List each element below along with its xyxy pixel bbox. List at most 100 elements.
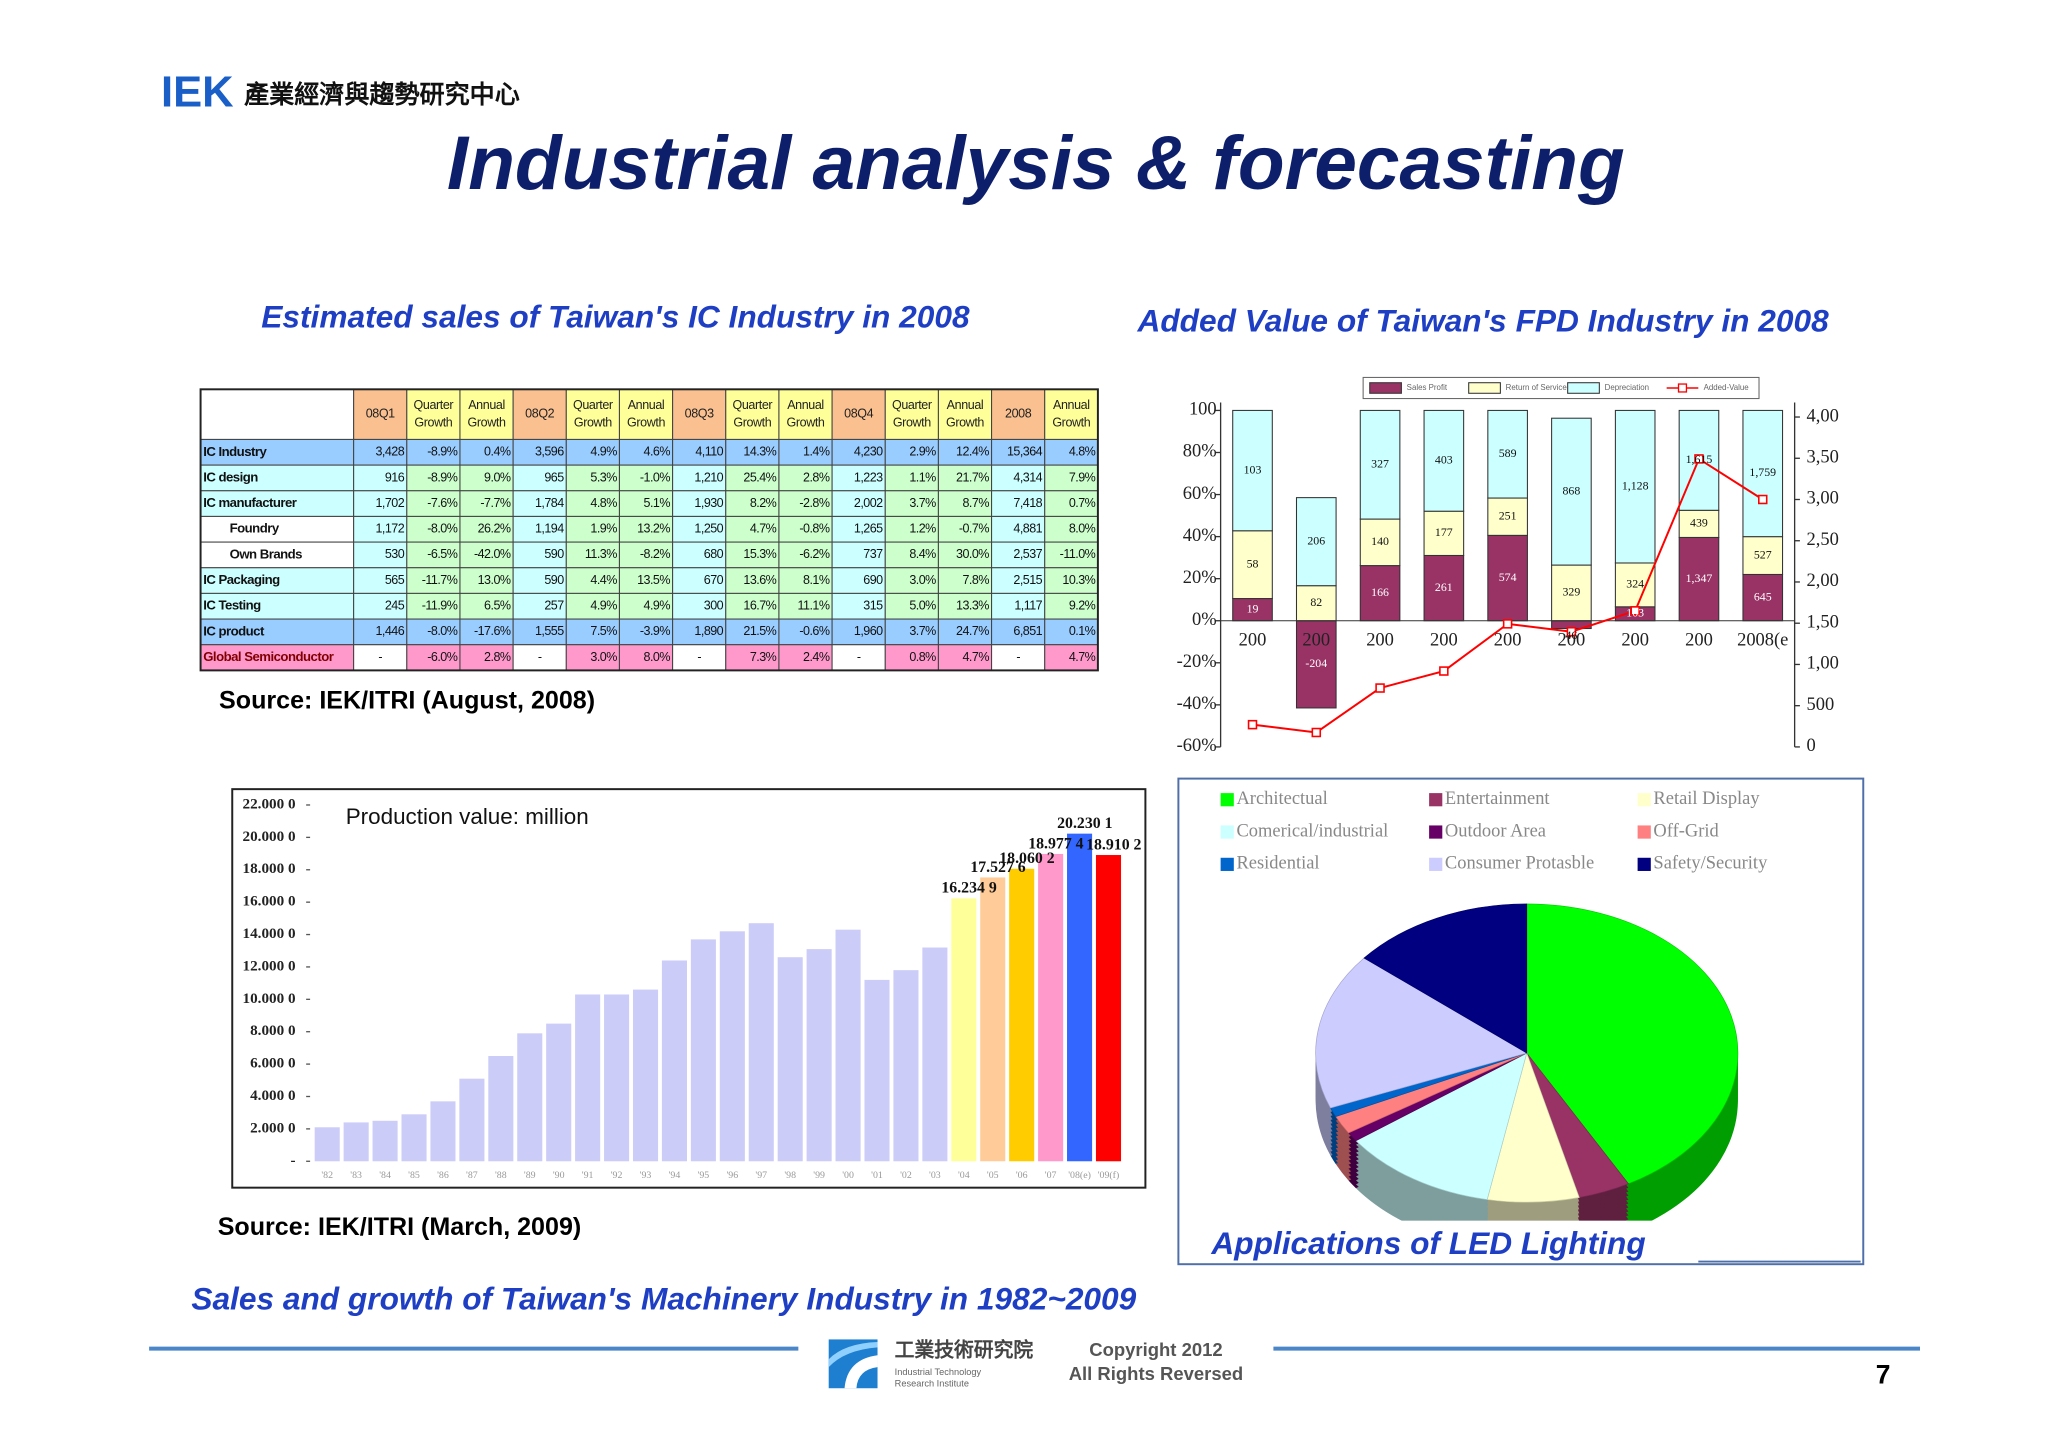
bar (864, 979, 890, 1162)
cell-text: 4.9% (644, 599, 671, 613)
header-text: Growth (946, 415, 984, 429)
cell-text: 8.4% (909, 547, 936, 561)
legend-swatch (1567, 382, 1600, 394)
table-cell (1044, 464, 1099, 492)
table-cell (565, 541, 620, 569)
bar (777, 957, 803, 1162)
cell-text: 1.4% (803, 445, 830, 459)
bar (575, 994, 601, 1162)
x-tick-label: '01 (871, 1170, 883, 1181)
table-cell (406, 592, 461, 620)
x-tick-label: '91 (582, 1170, 594, 1181)
header-text: Quarter (733, 398, 773, 412)
bar-segment (1678, 509, 1720, 538)
cell-text: -11.0% (1060, 547, 1096, 561)
bar (835, 929, 861, 1162)
cell-text: 315 (863, 599, 883, 613)
bar-segment (1487, 409, 1528, 499)
bar-value-label: 18.910 2 (1086, 836, 1141, 853)
cell-text: 3.0% (909, 573, 936, 587)
cell-text: 3,596 (535, 445, 564, 459)
bar-segment (1551, 564, 1592, 622)
cell-text: -6.5% (427, 547, 457, 561)
y-tick-label: - (291, 1152, 296, 1169)
x-tick-label: '99 (813, 1170, 825, 1181)
table-cell (353, 438, 408, 466)
legend-swatch (1429, 857, 1443, 871)
table-cell (406, 644, 461, 671)
bar-value-label: 645 (1754, 589, 1772, 603)
legend-label: Depreciation (1605, 383, 1649, 392)
bar-segment (1232, 409, 1273, 532)
legend-label: Outdoor Area (1445, 820, 1546, 840)
table-cell (512, 592, 567, 620)
line-marker (1694, 454, 1704, 464)
line-marker (1502, 619, 1513, 629)
bar-segment (1359, 518, 1401, 567)
table-cell (459, 618, 514, 646)
cell-text: 1,890 (694, 624, 723, 638)
copyright: Copyright 2012 (1089, 1339, 1222, 1360)
table-cell (618, 618, 674, 646)
bar (1095, 855, 1122, 1162)
cell-text: 9.0% (484, 470, 511, 484)
bar (893, 970, 919, 1162)
table-title: Estimated sales of Taiwan's IC Industry … (261, 299, 970, 335)
x-tick-label: '00 (842, 1170, 854, 1181)
bar-value-label: 1,347 (1686, 571, 1713, 585)
x-tick-label: 2008(e (1737, 630, 1788, 651)
legend-label: Consumer Protasble (1445, 853, 1594, 873)
machinery-title: Sales and growth of Taiwan's Machinery I… (191, 1281, 1136, 1317)
cell-text: 5.3% (590, 470, 617, 484)
bar-segment (1423, 554, 1465, 622)
cell-text: 590 (544, 547, 564, 561)
cell-text: - (538, 650, 542, 664)
cell-text: -8.9% (427, 445, 457, 459)
cell-text: 25.4% (743, 470, 776, 484)
y-tick-label: 100 (1189, 399, 1217, 419)
row-label: Foundry (230, 521, 280, 536)
table-cell (1044, 541, 1099, 569)
line-marker (1439, 666, 1449, 676)
bar-value-label: 17.527 6 (970, 859, 1025, 876)
legend-swatch (1369, 382, 1402, 394)
page-number: 7 (1876, 1359, 1891, 1389)
table-cell (459, 490, 514, 517)
cell-text: 4.6% (644, 445, 671, 459)
cell-text: -6.2% (799, 547, 829, 561)
bar (517, 1033, 543, 1162)
x-tick-label: '97 (755, 1170, 767, 1181)
cell-text: 8.0% (644, 650, 671, 664)
header-text: Annual (468, 398, 505, 412)
x-tick-label: '05 (987, 1170, 999, 1181)
y2-tick-label: 3,50 (1807, 446, 1839, 466)
y-tick-label: 80% (1183, 441, 1217, 461)
header-text: Quarter (414, 398, 454, 412)
cell-text: -8.0% (427, 624, 457, 638)
bar-value-label: 261 (1435, 580, 1453, 594)
cell-text: 3.7% (909, 624, 936, 638)
cell-text: 8.1% (803, 573, 830, 587)
legend-label: Comerical/industrial (1236, 820, 1388, 840)
x-tick-label: '96 (726, 1170, 738, 1181)
bar-value-label: 439 (1690, 516, 1708, 530)
bar (922, 947, 948, 1162)
bar-value-label: 574 (1499, 570, 1517, 584)
bar-value-label: 327 (1371, 456, 1389, 470)
x-tick-label: '87 (466, 1170, 478, 1181)
cell-text: 4.8% (1069, 445, 1096, 459)
y-tick-label: 0% (1192, 609, 1217, 629)
y-tick-label: 16.000 0 (243, 893, 296, 910)
row-label: IC product (203, 623, 265, 638)
legend-swatch (1637, 857, 1651, 871)
table-cell (831, 592, 886, 620)
cell-text: 13.2% (637, 522, 670, 536)
legend-label: Retail Display (1653, 788, 1760, 808)
legend-swatch (1637, 825, 1651, 839)
pie-slice (1315, 957, 1528, 1109)
cell-text: 12.4% (956, 445, 989, 459)
machinery-frame (231, 788, 1147, 1189)
y-tick-label: 20% (1183, 567, 1217, 587)
x-tick-label: '07 (1045, 1170, 1057, 1181)
cell-text: 1,117 (1014, 599, 1042, 613)
